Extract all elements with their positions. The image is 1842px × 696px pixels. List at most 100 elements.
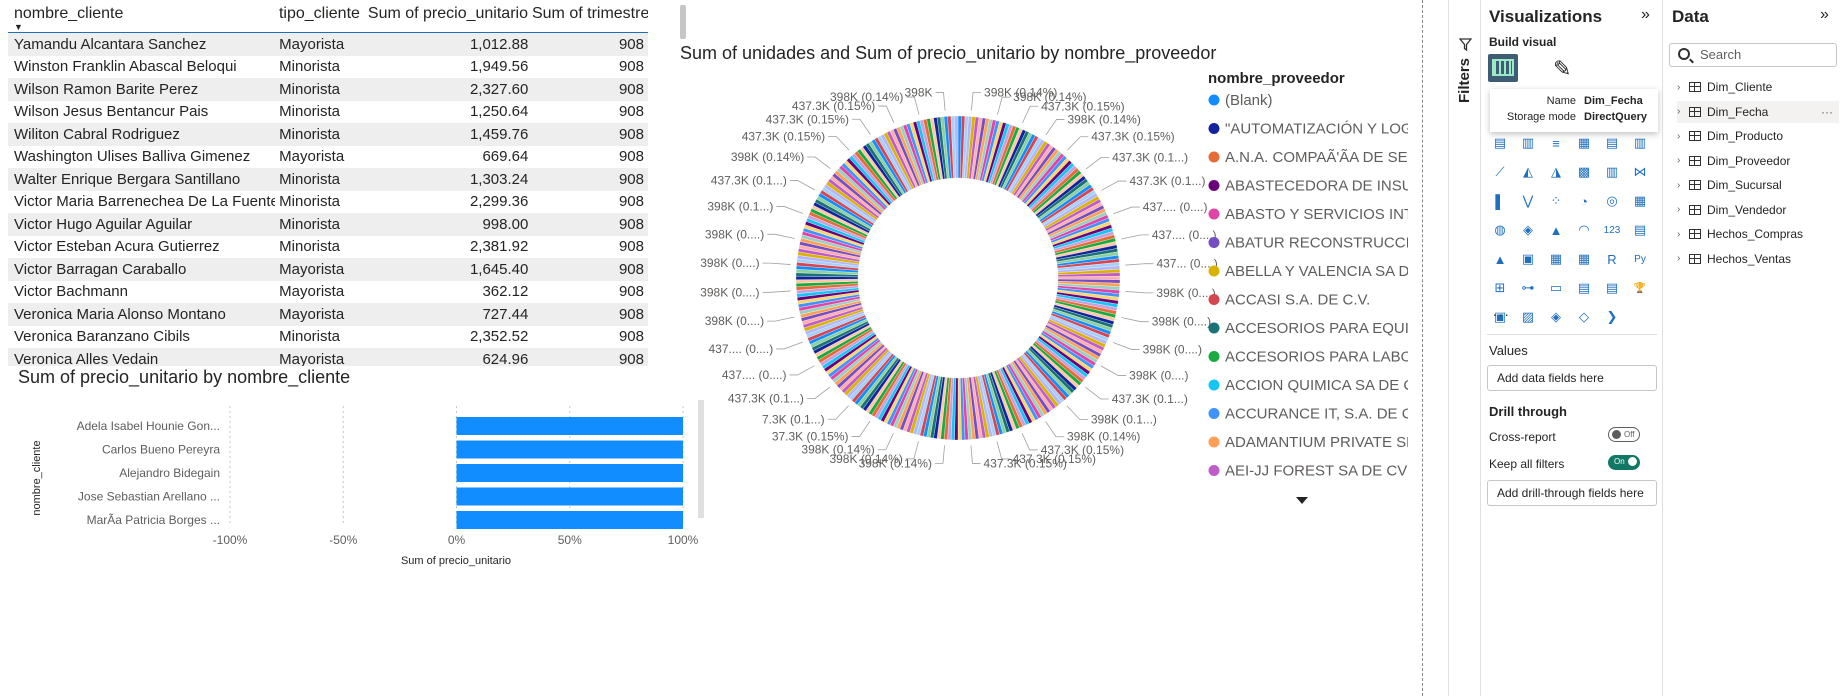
stacked-area-icon[interactable]: ◮ bbox=[1551, 164, 1561, 179]
key-influencers-icon[interactable]: ⊞ bbox=[1494, 280, 1506, 295]
values-well[interactable]: Add data fields here bbox=[1487, 365, 1657, 391]
table-row[interactable]: Winston Franklin Abascal Beloqui Minorist… bbox=[8, 56, 648, 79]
azure-map-icon[interactable]: ▲ bbox=[1549, 222, 1563, 238]
table-row[interactable]: Veronica Maria Alonso Montano Mayorista 72… bbox=[8, 303, 648, 326]
table-icon[interactable]: ▦ bbox=[1549, 251, 1563, 266]
x-axis-title: Sum of precio_unitario bbox=[401, 555, 511, 567]
table-row[interactable]: Veronica Baranzano Cibils Minorista 2,352.… bbox=[8, 326, 648, 349]
search-input[interactable]: Search bbox=[1669, 43, 1837, 67]
stacked-bar-icon[interactable]: ▤ bbox=[1493, 135, 1507, 150]
table-cell: 727.44 bbox=[482, 305, 529, 323]
qa-icon[interactable]: ▭ bbox=[1549, 280, 1563, 295]
pie-icon[interactable]: ◔ bbox=[1580, 193, 1588, 209]
multi-row-card-icon[interactable]: ▤ bbox=[1633, 222, 1647, 237]
table-dim-proveedor[interactable]: › Dim_Proveedor bbox=[1677, 150, 1839, 172]
table-row[interactable]: Victor Barragan Caraballo Mayorista 1,645.… bbox=[8, 258, 648, 281]
table-row[interactable]: Wiliton Cabral Rodriguez Minorista 1,459.7… bbox=[8, 123, 648, 146]
arcgis-icon[interactable]: ◈ bbox=[1551, 309, 1561, 324]
bar-chart-visual[interactable]: Sum of precio_unitario by nombre_cliente… bbox=[8, 366, 708, 576]
chevron-right-icon[interactable]: › bbox=[1677, 155, 1681, 166]
filters-pane-collapsed[interactable]: Filters bbox=[1448, 0, 1481, 696]
expand-pane-icon[interactable]: » bbox=[1641, 6, 1650, 23]
sort-descending-icon[interactable]: ▼ bbox=[14, 22, 23, 32]
treemap-icon[interactable]: ▦ bbox=[1633, 193, 1647, 208]
filled-map-icon[interactable]: ◈ bbox=[1523, 222, 1533, 237]
header-sum-precio-unitario[interactable]: Sum of precio_unitario bbox=[367, 5, 528, 22]
table-row[interactable]: Victor Bachmann Mayorista 362.12 908 bbox=[8, 281, 648, 304]
legend-item: ADAMANTIUM PRIVATE SE... bbox=[1225, 434, 1408, 451]
scatter-icon[interactable]: ⁘ bbox=[1550, 193, 1562, 208]
area-icon[interactable]: ◭ bbox=[1523, 164, 1533, 179]
build-visual-tab[interactable] bbox=[1488, 54, 1518, 82]
chevron-icon[interactable]: ❯ bbox=[1606, 309, 1618, 324]
kpi-icon[interactable]: ▲ bbox=[1493, 251, 1507, 267]
waterfall-icon[interactable]: ▌ bbox=[1495, 193, 1505, 209]
legend-scroll-down-icon[interactable] bbox=[1296, 497, 1308, 504]
power-apps-icon[interactable]: ▣ bbox=[1493, 309, 1507, 324]
header-sum-trimestre[interactable]: Sum of trimestre bbox=[531, 5, 648, 22]
table-hechos-compras[interactable]: › Hechos_Compras bbox=[1677, 223, 1839, 245]
visualizations-title: Visualizations bbox=[1489, 7, 1603, 26]
line-clustered-column-icon[interactable]: ▥ bbox=[1605, 164, 1619, 179]
matrix-icon[interactable]: ▦ bbox=[1577, 251, 1591, 266]
r-visual-icon[interactable]: R bbox=[1607, 251, 1617, 267]
stacked-column-icon[interactable]: ▥ bbox=[1521, 135, 1535, 150]
table-row[interactable]: Wilson Jesus Bentancur Pais Minorista 1,25… bbox=[8, 101, 648, 124]
table-dim-producto[interactable]: › Dim_Producto bbox=[1677, 125, 1839, 147]
legend-marker bbox=[1208, 408, 1220, 419]
donut-chart-visual[interactable]: Sum of unidades and Sum of precio_unitar… bbox=[678, 0, 1408, 520]
table-row[interactable]: Yamandu Alcantara Sanchez Mayorista 1,012.… bbox=[8, 33, 648, 56]
donut-icon[interactable]: ◎ bbox=[1606, 193, 1618, 208]
paginated-icon[interactable]: ▤ bbox=[1605, 280, 1619, 295]
100-column-icon[interactable]: ▥ bbox=[1633, 135, 1647, 150]
100-bar-icon[interactable]: ▤ bbox=[1605, 135, 1619, 150]
visual-drag-handle[interactable] bbox=[680, 5, 686, 39]
table-row[interactable]: Victor Maria Barrenechea De La Fuente Min… bbox=[8, 191, 648, 214]
chevron-right-icon[interactable]: › bbox=[1677, 253, 1681, 264]
table-row[interactable]: Victor Hugo Aguilar Aguilar Minorista 998.… bbox=[8, 213, 648, 236]
table-dim-sucursal[interactable]: › Dim_Sucursal bbox=[1677, 174, 1839, 196]
clustered-column-icon[interactable]: ▦ bbox=[1577, 135, 1591, 150]
table-dim-fecha[interactable]: › Dim_Fecha ··· bbox=[1677, 100, 1839, 123]
chevron-right-icon[interactable]: › bbox=[1677, 228, 1681, 240]
header-tipo-cliente[interactable]: tipo_cliente bbox=[278, 5, 360, 22]
chevron-right-icon[interactable]: › bbox=[1677, 106, 1681, 117]
card-icon[interactable]: 123 bbox=[1603, 224, 1621, 236]
line-column-icon[interactable]: ▩ bbox=[1577, 164, 1591, 179]
keep-filters-toggle[interactable]: On bbox=[1608, 455, 1640, 470]
table-row[interactable]: Wilson Ramon Barite Perez Minorista 2,327.… bbox=[8, 78, 648, 101]
cross-report-toggle[interactable]: Off bbox=[1608, 427, 1640, 442]
chevron-right-icon[interactable]: › bbox=[1677, 204, 1681, 215]
collapse-data-icon[interactable]: » bbox=[1820, 6, 1829, 23]
slicer-icon[interactable]: ▣ bbox=[1521, 251, 1535, 266]
more-options-icon[interactable]: ··· bbox=[1821, 104, 1833, 119]
table-visual[interactable]: nombre_cliente tipo_cliente Sum of preci… bbox=[8, 0, 648, 366]
chevron-right-icon[interactable]: › bbox=[1677, 179, 1681, 191]
format-visual-icon[interactable]: ✎ bbox=[1553, 56, 1572, 81]
funnel-icon[interactable]: ⋁ bbox=[1522, 193, 1534, 208]
table-row[interactable]: Victor Esteban Acura Gutierrez Minorista 2… bbox=[8, 236, 648, 259]
table-dim-vendedor[interactable]: › Dim_Vendedor bbox=[1677, 199, 1839, 221]
header-nombre-cliente[interactable]: nombre_cliente bbox=[14, 5, 124, 22]
python-visual-icon[interactable]: Py bbox=[1634, 253, 1646, 265]
more-visuals-icon[interactable]: ... bbox=[1493, 303, 1511, 319]
chevron-right-icon[interactable]: › bbox=[1677, 130, 1681, 142]
gauge-icon[interactable]: ◠ bbox=[1578, 222, 1590, 237]
chevron-right-icon[interactable]: › bbox=[1677, 81, 1681, 93]
table-row[interactable]: Veronica Alles Vedain Mayorista 624.96 908 bbox=[8, 348, 648, 366]
ribbon-icon[interactable]: ⋈ bbox=[1633, 164, 1647, 179]
narrative-icon[interactable]: ▤ bbox=[1577, 280, 1591, 295]
label-leader-line bbox=[827, 405, 849, 420]
power-automate-icon[interactable]: ▨ bbox=[1521, 309, 1535, 324]
table-row[interactable]: Walter Enrique Bergara Santillano Minoris… bbox=[8, 168, 648, 191]
table-hechos-ventas[interactable]: › Hechos_Ventas bbox=[1677, 248, 1839, 270]
decomposition-tree-icon[interactable]: ⊶ bbox=[1521, 280, 1535, 295]
line-icon[interactable]: ⟋ bbox=[1495, 164, 1505, 179]
table-dim-cliente[interactable]: › Dim_Cliente bbox=[1677, 76, 1839, 98]
table-row[interactable]: Washington Ulises Balliva Gimenez Mayoris… bbox=[8, 146, 648, 169]
drill-through-well[interactable]: Add drill-through fields here bbox=[1487, 480, 1657, 506]
diamond-icon[interactable]: ◇ bbox=[1579, 309, 1589, 324]
map-icon[interactable]: ◍ bbox=[1494, 222, 1506, 237]
goals-icon[interactable]: 🏆 bbox=[1633, 282, 1647, 294]
clustered-bar-icon[interactable]: ≡ bbox=[1552, 135, 1560, 151]
